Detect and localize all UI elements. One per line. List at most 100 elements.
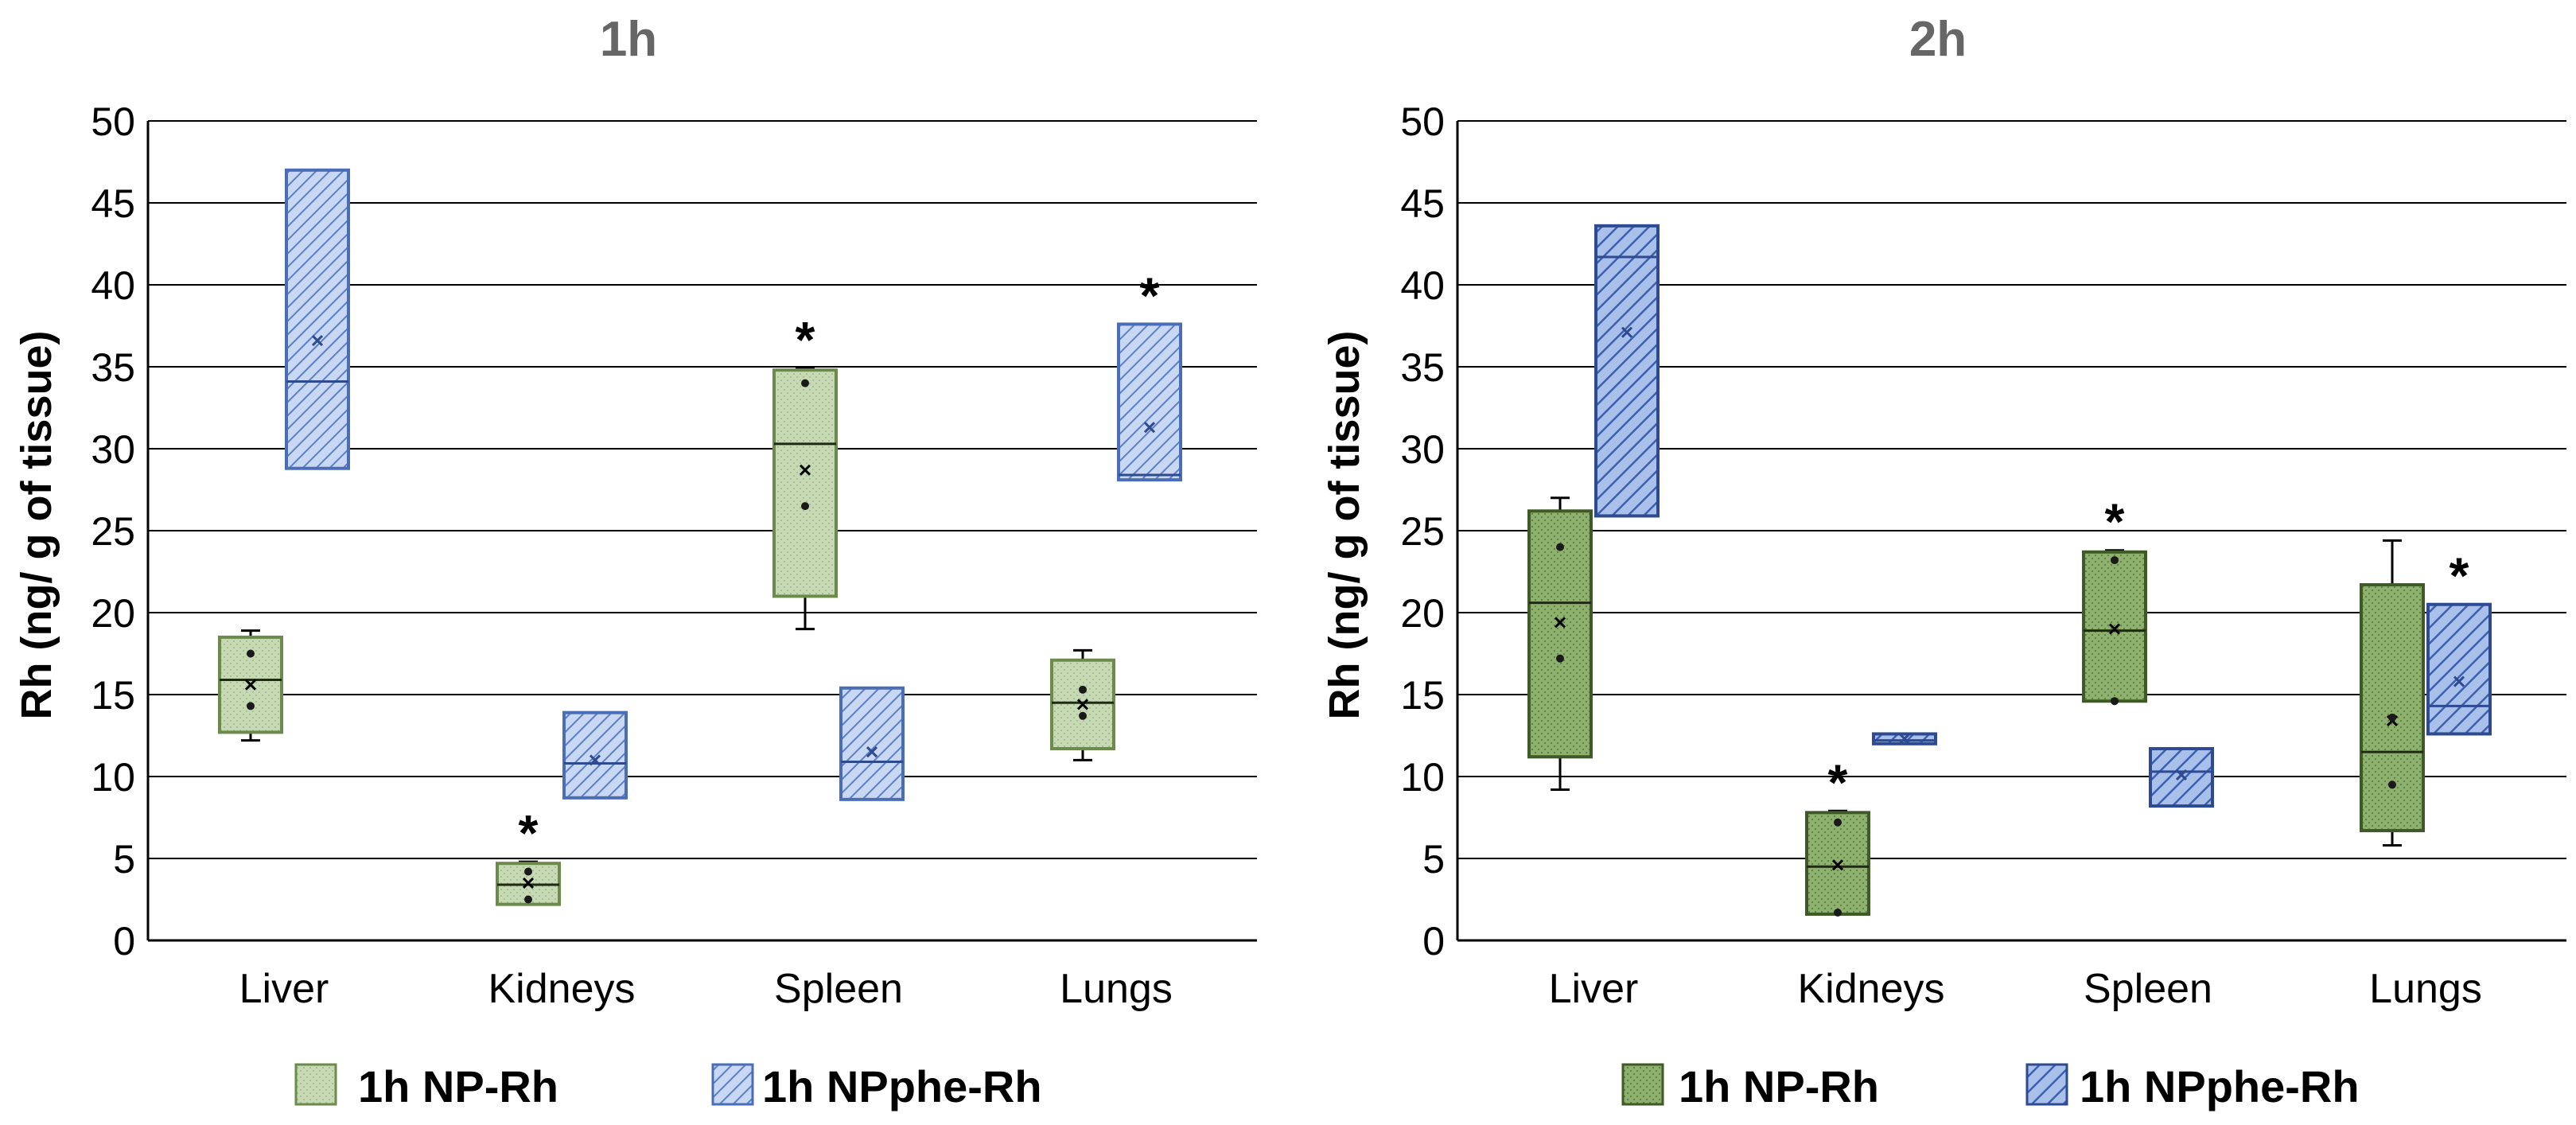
legend-label: 1h NP-Rh bbox=[1679, 1061, 1879, 1111]
y-tick-label: 35 bbox=[1400, 345, 1445, 390]
y-tick-labels: 0 5 10 15 20 25 30 35 40 45 50 bbox=[1400, 99, 1445, 963]
y-tick-label: 50 bbox=[91, 99, 135, 144]
mean-marker bbox=[2175, 769, 2188, 781]
y-tick-label: 10 bbox=[91, 755, 135, 800]
chart-1h: 1h Rh (ng/ g of tissue) 0 5 10 15 20 25 … bbox=[13, 12, 1257, 1111]
mean-marker bbox=[1898, 733, 1911, 745]
y-tick-label: 5 bbox=[113, 837, 135, 882]
y-tick-label: 25 bbox=[91, 509, 135, 554]
y-tick-label: 45 bbox=[1400, 181, 1445, 226]
x-tick-label: Kidneys bbox=[488, 966, 636, 1012]
mean-marker bbox=[589, 754, 601, 766]
y-tick-label: 0 bbox=[1422, 919, 1445, 963]
mean-marker bbox=[1831, 859, 1844, 871]
y-tick-label: 40 bbox=[1400, 263, 1445, 308]
significance-star: * bbox=[1140, 267, 1160, 324]
x-tick-label: Liver bbox=[1549, 966, 1639, 1012]
legend-swatch-phe bbox=[711, 1063, 754, 1106]
y-axis-label: Rh (ng/ g of tissue) bbox=[13, 331, 60, 720]
box bbox=[772, 368, 838, 598]
x-tick-label: Spleen bbox=[2084, 966, 2212, 1012]
data-point bbox=[1079, 685, 1087, 694]
legend-label: 1h NPphe-Rh bbox=[2080, 1061, 2360, 1111]
chart-title: 2h bbox=[1909, 12, 1967, 67]
x-tick-label: Liver bbox=[239, 966, 329, 1012]
data-point bbox=[1079, 711, 1087, 720]
y-tick-label: 40 bbox=[91, 263, 135, 308]
box bbox=[2426, 602, 2492, 736]
x-tick-label: Lungs bbox=[1060, 966, 1173, 1012]
significance-star: * bbox=[519, 804, 539, 862]
mean-marker bbox=[1621, 326, 1633, 338]
data-point bbox=[2388, 780, 2396, 789]
y-tick-label: 25 bbox=[1400, 509, 1445, 554]
gridlines bbox=[146, 120, 1257, 942]
mean-marker bbox=[244, 679, 257, 691]
legend: 1h NP-Rh 1h NPphe-Rh bbox=[1621, 1061, 2360, 1111]
data-point bbox=[2388, 713, 2396, 722]
boxes: * * * bbox=[218, 168, 1182, 906]
legend-swatch-phe bbox=[2025, 1063, 2068, 1106]
data-point bbox=[247, 702, 255, 710]
y-tick-label: 50 bbox=[1400, 99, 1445, 144]
x-tick-label: Kidneys bbox=[1798, 966, 1945, 1012]
x-tick-labels: Liver Kidneys Spleen Lungs bbox=[1549, 966, 2482, 1012]
mean-marker bbox=[311, 334, 324, 347]
y-tick-labels: 0 5 10 15 20 25 30 35 40 45 50 bbox=[91, 99, 135, 963]
data-point bbox=[1834, 908, 1842, 917]
significance-star: * bbox=[796, 311, 815, 368]
data-point bbox=[524, 895, 532, 904]
chart-title: 1h bbox=[600, 12, 657, 67]
data-point bbox=[524, 867, 532, 876]
data-point bbox=[247, 649, 255, 658]
mean-marker bbox=[522, 877, 535, 889]
mean-marker bbox=[1143, 422, 1156, 434]
significance-star: * bbox=[2450, 547, 2469, 605]
y-tick-label: 15 bbox=[91, 673, 135, 718]
data-point bbox=[801, 502, 809, 511]
x-tick-label: Spleen bbox=[774, 966, 903, 1012]
box bbox=[1527, 509, 1593, 759]
box bbox=[2082, 550, 2147, 703]
y-tick-label: 15 bbox=[1400, 673, 1445, 718]
y-tick-label: 20 bbox=[1400, 591, 1445, 636]
significance-star: * bbox=[2105, 493, 2125, 551]
legend: 1h NP-Rh 1h NPphe-Rh bbox=[294, 1061, 1042, 1111]
y-tick-label: 5 bbox=[1422, 837, 1445, 882]
data-point bbox=[801, 379, 809, 387]
y-tick-label: 20 bbox=[91, 591, 135, 636]
y-tick-label: 45 bbox=[91, 181, 135, 226]
data-point bbox=[2111, 556, 2119, 565]
mean-marker bbox=[1076, 699, 1089, 710]
mean-marker bbox=[2453, 675, 2465, 687]
boxes: * * * bbox=[1527, 224, 2492, 917]
data-point bbox=[1556, 543, 1564, 551]
data-point bbox=[1834, 818, 1842, 827]
y-tick-label: 30 bbox=[1400, 427, 1445, 472]
mean-marker bbox=[1554, 617, 1566, 629]
box bbox=[562, 710, 628, 800]
box bbox=[2360, 582, 2425, 832]
mean-marker bbox=[2108, 623, 2121, 635]
y-tick-label: 35 bbox=[91, 345, 135, 390]
box bbox=[1117, 322, 1182, 482]
box bbox=[285, 168, 350, 470]
y-tick-label: 10 bbox=[1400, 755, 1445, 800]
legend-label: 1h NPphe-Rh bbox=[762, 1061, 1042, 1111]
x-tick-label: Lungs bbox=[2369, 966, 2482, 1012]
data-point bbox=[2111, 697, 2119, 706]
legend-label: 1h NP-Rh bbox=[358, 1061, 558, 1111]
mean-marker bbox=[799, 464, 811, 476]
box bbox=[2149, 746, 2214, 808]
x-tick-labels: Liver Kidneys Spleen Lungs bbox=[239, 966, 1173, 1012]
legend-swatch-np bbox=[1621, 1063, 1664, 1106]
legend-swatch-np bbox=[294, 1063, 337, 1106]
y-tick-label: 0 bbox=[113, 919, 135, 963]
box bbox=[839, 686, 905, 801]
y-tick-label: 30 bbox=[91, 427, 135, 472]
significance-star: * bbox=[1828, 753, 1848, 811]
y-axis-label: Rh (ng/ g of tissue) bbox=[1321, 331, 1368, 720]
box bbox=[1594, 224, 1660, 518]
chart-2h: 2h Rh (ng/ g of tissue) 0 5 10 15 20 25 … bbox=[1321, 12, 2566, 1111]
